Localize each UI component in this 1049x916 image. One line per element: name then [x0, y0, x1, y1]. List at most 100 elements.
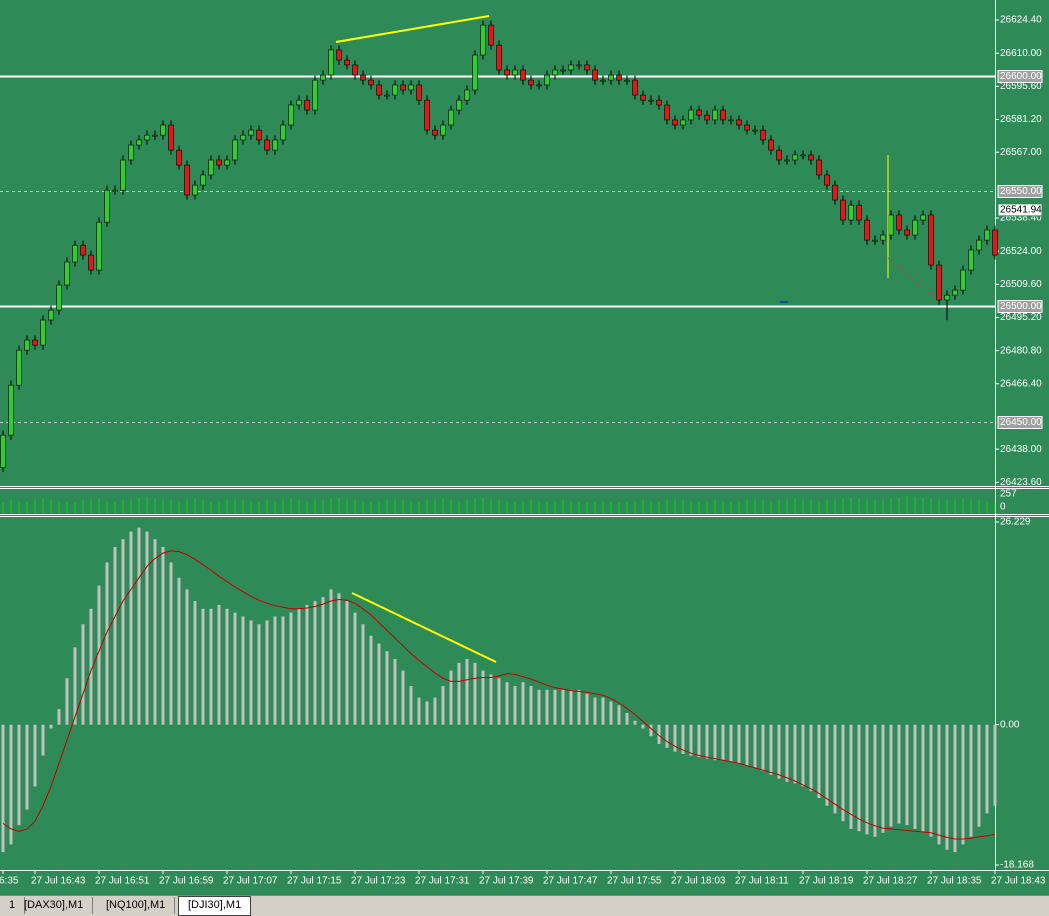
- candle-body: [128, 144, 134, 161]
- macd-bar: [153, 539, 157, 725]
- candle-body: [448, 109, 454, 126]
- candle-body: [704, 114, 710, 121]
- candle-body: [760, 129, 766, 141]
- candle-body: [544, 74, 550, 86]
- candle-body: [200, 174, 206, 186]
- candle-body: [504, 69, 510, 76]
- macd-bar: [105, 562, 109, 725]
- candle-body: [120, 159, 126, 191]
- y-tick-label: 26.229: [1000, 517, 1031, 528]
- candle-body: [376, 84, 382, 96]
- candle-body: [384, 94, 390, 97]
- candle-body: [600, 79, 606, 82]
- macd-bar: [401, 670, 405, 725]
- macd-bar: [489, 674, 493, 725]
- candle-body: [920, 214, 926, 221]
- chart-tab[interactable]: [DJI30],M1: [178, 896, 252, 916]
- y-tick-label: 26495.20: [1000, 312, 1042, 323]
- x-tick-label: 27 Jul 16:59: [159, 876, 214, 887]
- macd-bar: [977, 724, 981, 827]
- macd-bar: [865, 724, 869, 835]
- candle-body: [904, 229, 910, 236]
- candle-body: [456, 99, 462, 111]
- x-tick-label: 27 Jul 16:51: [95, 876, 150, 887]
- plot-layer: 26624.40 26610.00 26595.60 26581.20 26567.00…: [0, 15, 1046, 887]
- tab-bar: 1 [DAX30],M1 [NQ100],M1 [DJI30],M1: [0, 895, 1049, 916]
- candle-body: [280, 124, 286, 141]
- macd-bar: [497, 678, 501, 725]
- macd-bar: [873, 724, 877, 837]
- macd-bar: [673, 724, 677, 752]
- macd-bar: [17, 724, 21, 826]
- trade-link: [887, 257, 939, 301]
- macd-bar: [561, 689, 565, 725]
- candle-body: [624, 79, 630, 82]
- candle-body: [352, 64, 358, 76]
- candle-body: [256, 129, 262, 141]
- macd-bar: [233, 612, 237, 725]
- trading-chart: 26624.40 26610.00 26595.60 26581.20 26567.00…: [0, 0, 1049, 887]
- candle-body: [440, 124, 446, 136]
- x-tick-label: 27 Jul 17:55: [607, 876, 662, 887]
- y-tick-label: 26480.80: [1000, 345, 1042, 356]
- chart-tab[interactable]: 1: [0, 897, 26, 914]
- macd-bar: [649, 724, 653, 737]
- macd-bar: [961, 724, 965, 845]
- x-tick-label: 27 Jul 18:03: [671, 876, 726, 887]
- macd-bar: [505, 682, 509, 725]
- candle-body: [840, 199, 846, 221]
- candle-body: [528, 79, 534, 86]
- candle-body: [584, 64, 590, 71]
- candle-body: [648, 99, 654, 102]
- candle-body: [576, 64, 582, 67]
- macd-bar: [353, 612, 357, 725]
- candle-body: [616, 74, 622, 81]
- macd-bar: [473, 662, 477, 725]
- candle-body: [832, 184, 838, 201]
- candle-body: [792, 154, 798, 161]
- macd-bar: [225, 608, 229, 725]
- macd-bar: [81, 624, 85, 725]
- macd-bar: [65, 678, 69, 725]
- candle-body: [592, 69, 598, 81]
- macd-bar: [553, 689, 557, 725]
- macd-bar: [185, 589, 189, 725]
- macd-bar: [273, 616, 277, 725]
- candle-body: [488, 24, 494, 46]
- candle-body: [248, 129, 254, 136]
- chart-tab[interactable]: [NQ100],M1: [97, 897, 176, 914]
- candle-body: [56, 284, 62, 311]
- current-price-label: 26541.94: [1000, 205, 1042, 216]
- candle-body: [960, 269, 966, 291]
- candle-body: [88, 254, 94, 271]
- candle-body: [880, 234, 886, 241]
- y-tick-label: 26595.60: [1000, 81, 1042, 92]
- macd-bar: [681, 724, 685, 754]
- candle-body: [928, 214, 934, 266]
- macd-bar: [417, 697, 421, 725]
- y-tick-label: 257: [1000, 489, 1017, 500]
- candle-body: [192, 184, 198, 196]
- candle-body: [968, 249, 974, 271]
- macd-bar: [513, 686, 517, 725]
- macd-bar: [465, 658, 469, 725]
- macd-bar: [601, 697, 605, 725]
- macd-bar: [625, 713, 629, 725]
- chart-tab[interactable]: [DAX30],M1: [15, 897, 94, 914]
- candle-body: [848, 204, 854, 221]
- candle-body: [512, 69, 518, 76]
- trendline: [335, 15, 490, 43]
- macd-bar: [161, 546, 165, 725]
- price-line-label: 26550.00: [1000, 186, 1042, 197]
- candle-body: [768, 139, 774, 151]
- macd-bar: [297, 608, 301, 725]
- macd-bar: [289, 612, 293, 725]
- macd-bar: [985, 724, 989, 814]
- y-tick-label: 26624.40: [1000, 15, 1042, 26]
- candle-body: [696, 109, 702, 116]
- macd-bar: [249, 620, 253, 725]
- y-tick-label: 26581.20: [1000, 114, 1042, 125]
- macd-bar: [441, 686, 445, 725]
- candle-body: [160, 124, 166, 136]
- candle-body: [416, 84, 422, 101]
